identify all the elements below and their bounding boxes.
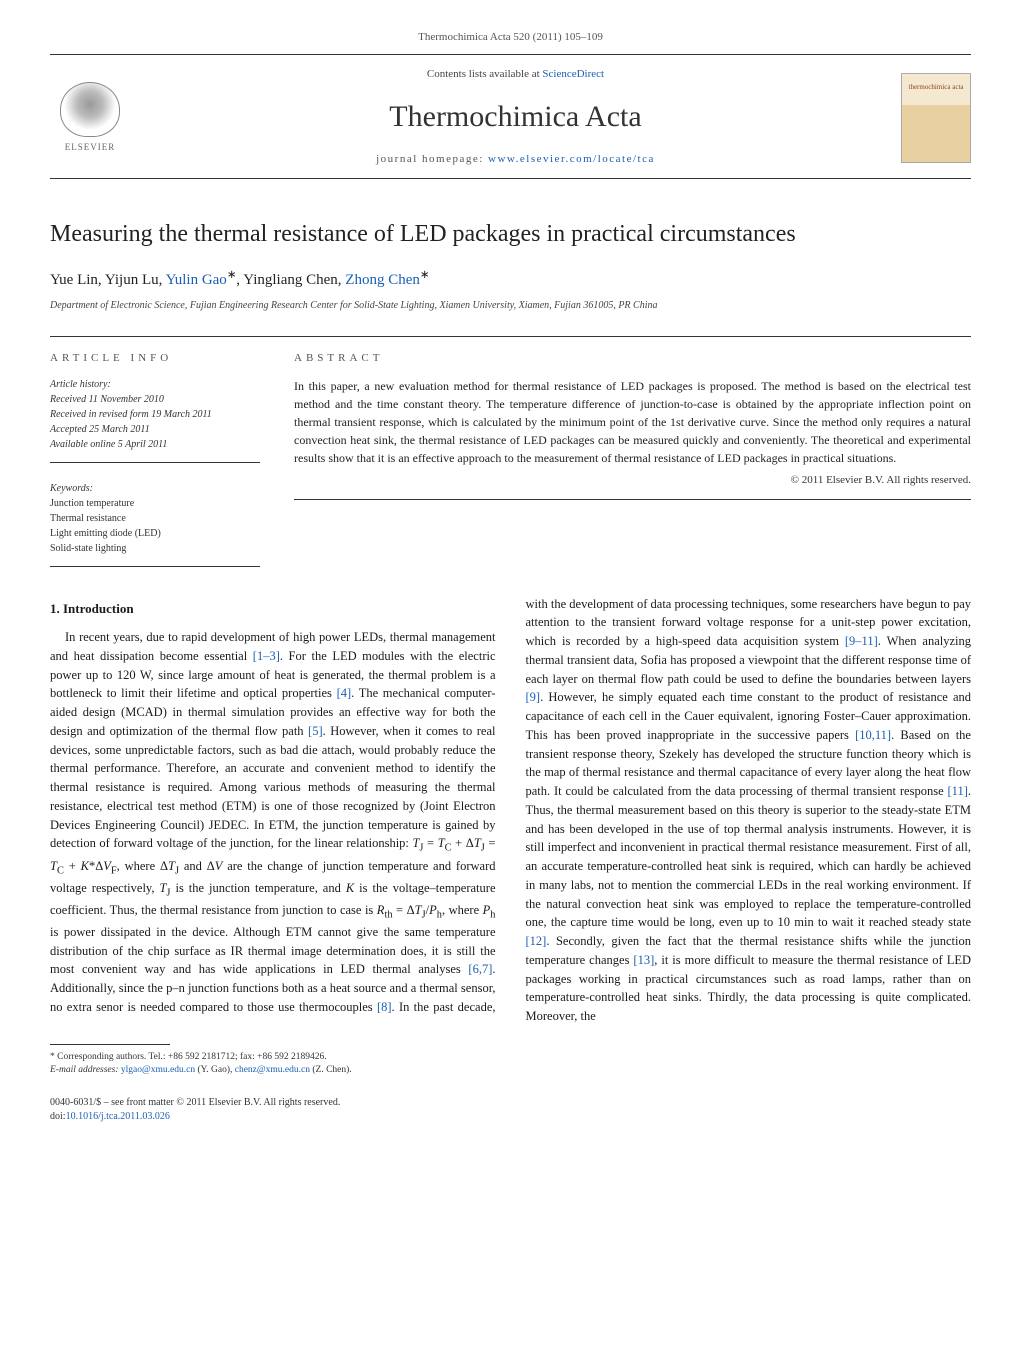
author-1: Yue Lin,	[50, 272, 105, 288]
publisher-logo: ELSEVIER	[50, 78, 130, 158]
cite-4[interactable]: [4]	[337, 686, 352, 700]
contents-line: Contents lists available at ScienceDirec…	[130, 67, 901, 83]
article-history: Article history: Received 11 November 20…	[50, 377, 260, 463]
publisher-name: ELSEVIER	[65, 141, 116, 154]
article-title: Measuring the thermal resistance of LED …	[50, 219, 971, 250]
cite-8[interactable]: [8]	[377, 1000, 392, 1014]
authors: Yue Lin, Yijun Lu, Yulin Gao∗, Yingliang…	[50, 267, 971, 292]
article-info-block: article info Article history: Received 1…	[50, 351, 260, 567]
journal-banner: ELSEVIER Contents lists available at Sci…	[50, 67, 971, 179]
history-received: Received 11 November 2010	[50, 392, 260, 407]
page-footer: 0040-6031/$ – see front matter © 2011 El…	[50, 1096, 971, 1125]
cite-11[interactable]: [11]	[948, 784, 968, 798]
cite-12[interactable]: [12]	[526, 934, 547, 948]
body-para-1: In recent years, due to rapid developmen…	[50, 595, 971, 1026]
author-5-corr[interactable]: Zhong Chen	[345, 272, 420, 288]
keywords-head: Keywords:	[50, 481, 260, 496]
journal-title: Thermochimica Acta	[130, 95, 901, 139]
keywords-block: Keywords: Junction temperature Thermal r…	[50, 481, 260, 567]
banner-center: Contents lists available at ScienceDirec…	[130, 67, 901, 168]
footer-left: 0040-6031/$ – see front matter © 2011 El…	[50, 1096, 340, 1125]
history-online: Available online 5 April 2011	[50, 437, 260, 452]
author-4: Yingliang Chen,	[243, 272, 345, 288]
keyword-3: Light emitting diode (LED)	[50, 526, 260, 541]
history-accepted: Accepted 25 March 2011	[50, 422, 260, 437]
affiliation: Department of Electronic Science, Fujian…	[50, 299, 971, 314]
corr-mark-1: ∗	[227, 269, 236, 281]
journal-citation: Thermochimica Acta 520 (2011) 105–109	[50, 30, 971, 55]
keyword-2: Thermal resistance	[50, 511, 260, 526]
email-1[interactable]: ylgao@xmu.edu.cn	[121, 1065, 195, 1075]
issn-line: 0040-6031/$ – see front matter © 2011 El…	[50, 1096, 340, 1111]
corr-author-note: * Corresponding authors. Tel.: +86 592 2…	[50, 1051, 971, 1064]
footnotes: * Corresponding authors. Tel.: +86 592 2…	[50, 1051, 971, 1078]
doi-link[interactable]: 10.1016/j.tca.2011.03.026	[66, 1111, 170, 1122]
corr-mark-2: ∗	[420, 269, 429, 281]
contents-prefix: Contents lists available at	[427, 68, 542, 80]
email-line: E-mail addresses: ylgao@xmu.edu.cn (Y. G…	[50, 1064, 971, 1077]
homepage-line: journal homepage: www.elsevier.com/locat…	[130, 152, 901, 168]
history-revised: Received in revised form 19 March 2011	[50, 407, 260, 422]
cite-9[interactable]: [9]	[526, 690, 541, 704]
cite-9-11[interactable]: [9–11]	[845, 634, 878, 648]
abstract-label: abstract	[294, 351, 971, 367]
abstract-copyright: © 2011 Elsevier B.V. All rights reserved…	[294, 473, 971, 500]
cite-10-11[interactable]: [10,11]	[855, 728, 891, 742]
cite-6-7[interactable]: [6,7]	[468, 962, 492, 976]
homepage-prefix: journal homepage:	[376, 153, 488, 165]
history-head: Article history:	[50, 377, 260, 392]
meta-row: article info Article history: Received 1…	[50, 336, 971, 567]
doi-line: doi:10.1016/j.tca.2011.03.026	[50, 1110, 340, 1125]
homepage-link[interactable]: www.elsevier.com/locate/tca	[488, 153, 655, 165]
abstract-text: In this paper, a new evaluation method f…	[294, 377, 971, 467]
abstract-block: abstract In this paper, a new evaluation…	[294, 336, 971, 567]
author-2: Yijun Lu,	[105, 272, 166, 288]
email-label: E-mail addresses:	[50, 1065, 121, 1075]
email-1-who: (Y. Gao),	[195, 1065, 235, 1075]
keyword-4: Solid-state lighting	[50, 541, 260, 556]
footnote-separator	[50, 1044, 170, 1045]
cite-5[interactable]: [5]	[308, 724, 323, 738]
section-1-heading: 1. Introduction	[50, 599, 496, 619]
cite-1-3[interactable]: [1–3]	[253, 649, 280, 663]
journal-cover-thumb: thermochimica acta	[901, 73, 971, 163]
doi-label: doi:	[50, 1111, 66, 1122]
keyword-1: Junction temperature	[50, 496, 260, 511]
email-2[interactable]: chenz@xmu.edu.cn	[235, 1065, 310, 1075]
author-3-corr[interactable]: Yulin Gao	[166, 272, 227, 288]
body-text: 1. Introduction In recent years, due to …	[50, 595, 971, 1026]
cover-text: thermochimica acta	[909, 83, 964, 91]
email-2-who: (Z. Chen).	[310, 1065, 352, 1075]
cite-13[interactable]: [13]	[633, 953, 654, 967]
sciencedirect-link[interactable]: ScienceDirect	[542, 68, 604, 80]
elsevier-tree-icon	[60, 82, 120, 137]
article-info-label: article info	[50, 351, 260, 367]
